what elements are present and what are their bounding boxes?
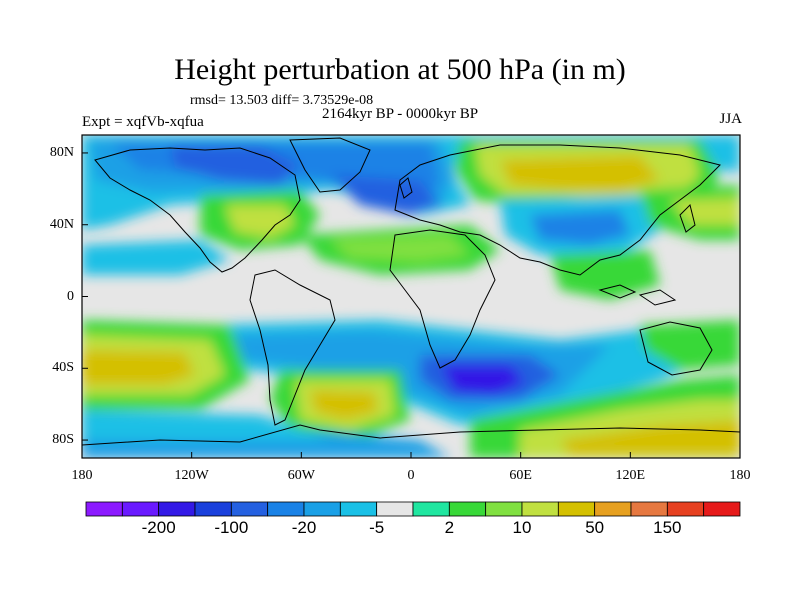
lon-tick-label: 60E	[509, 468, 532, 483]
colorbar-swatch	[85, 501, 123, 517]
coastline-africa	[389, 229, 496, 369]
colorbar-swatch	[448, 501, 487, 517]
colorbar-swatch	[230, 501, 269, 517]
coastline-eurasia	[394, 144, 721, 276]
period-label: 2164kyr BP - 0000kyr BP	[321, 106, 479, 122]
colorbar-label: -5	[369, 518, 385, 537]
colorbar-swatch	[594, 501, 632, 517]
coastline-indonesia	[598, 284, 677, 306]
lon-tick-label: 120W	[174, 468, 209, 483]
colorbar-label: 2	[444, 518, 455, 537]
contour-region-negative	[530, 210, 630, 245]
contour-region-negative	[170, 145, 300, 185]
coastline-north-america	[94, 147, 301, 273]
season-label: JJA	[719, 111, 742, 127]
contour-region-negative	[330, 175, 440, 215]
contour-region-positive	[560, 420, 740, 455]
coastline-australia	[639, 321, 713, 376]
colorbar-swatch	[412, 501, 450, 517]
colorbar-swatch	[303, 501, 341, 517]
colorbar-swatch	[267, 501, 305, 517]
colorbar-label: -200	[141, 518, 176, 537]
coastlines	[82, 137, 740, 446]
lat-tick-label: 80N	[49, 144, 74, 160]
contour-region-negative	[82, 240, 230, 275]
stats-line: rmsd= 13.503 diff= 3.73529e-08	[190, 93, 374, 108]
colorbar-label: -100	[214, 518, 249, 537]
colorbar-swatch	[158, 501, 196, 517]
coastline-british-isles	[399, 177, 413, 199]
coastline-antarctica	[82, 424, 740, 446]
lat-tick-label: 40S	[52, 360, 74, 376]
colorbar-label: -20	[291, 518, 317, 537]
colorbar-swatch	[376, 501, 414, 517]
contour-region-positive	[670, 198, 740, 225]
colorbar-swatch	[521, 501, 559, 517]
lon-tick-label: 60W	[287, 468, 315, 483]
coastline-greenland	[289, 137, 371, 193]
colorbar-label: 50	[585, 518, 605, 537]
lon-tick-label: 180	[71, 468, 93, 483]
colorbar-label: 150	[653, 518, 682, 537]
colorbar	[85, 501, 741, 517]
axis-ticks	[81, 152, 741, 458]
lon-tick-label: 0	[407, 468, 415, 483]
contour-field	[82, 135, 740, 458]
contour-region-positive	[225, 205, 295, 238]
lon-tick-label: 120E	[615, 468, 646, 483]
colorbar-swatch	[630, 501, 668, 517]
experiment-label: Expt = xqfVb-xqfua	[82, 114, 204, 130]
colorbar-swatch	[339, 501, 378, 517]
colorbar-swatch	[666, 501, 705, 517]
lat-tick-label: 0	[67, 288, 74, 304]
contour-region-negative	[440, 365, 525, 395]
colorbar-swatch	[485, 501, 523, 517]
contour-region-positive	[82, 350, 195, 385]
lat-tick-label: 80S	[52, 432, 74, 448]
lat-tick-label: 40N	[49, 216, 74, 232]
coastline-japan	[679, 204, 696, 233]
contour-region-negative	[82, 410, 330, 440]
lon-tick-label: 180	[729, 468, 751, 483]
colorbar-swatch	[121, 501, 160, 517]
coastline-south-america	[249, 269, 336, 426]
plot-title: Height perturbation at 500 hPa (in m)	[174, 53, 626, 86]
contour-region-positive	[310, 390, 378, 420]
colorbar-swatch	[557, 501, 596, 517]
colorbar-swatch	[703, 501, 741, 517]
contour-region-positive	[640, 320, 740, 370]
contour-region-positive	[330, 235, 470, 262]
contour-region-positive	[550, 250, 660, 300]
colorbar-swatch	[194, 501, 232, 517]
colorbar-label: 10	[512, 518, 532, 537]
contour-region-positive	[500, 155, 660, 192]
